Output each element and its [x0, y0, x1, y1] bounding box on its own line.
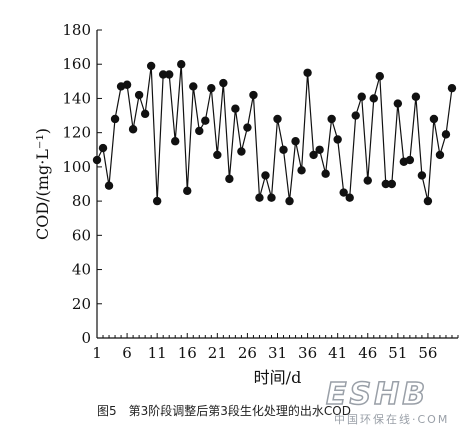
y-tick-label: 100 [62, 158, 91, 176]
data-point [309, 150, 318, 160]
data-point [285, 196, 294, 206]
data-point [267, 193, 276, 202]
data-point [417, 171, 427, 180]
y-ticks: 0 20 40 60 80 100 120 140 160 180 [62, 21, 102, 347]
cod-series-line [96, 64, 453, 202]
data-point [255, 193, 264, 202]
x-tick-label: 6 [122, 344, 132, 362]
data-point [134, 90, 144, 100]
data-point [171, 137, 180, 146]
data-point [387, 179, 397, 189]
data-point [315, 145, 324, 154]
figure-caption: 图5 第3阶段调整后第3段生化处理的出水COD [97, 402, 351, 419]
x-tick-label: 36 [298, 344, 317, 362]
data-point [225, 174, 234, 184]
x-tick-label: 46 [358, 344, 377, 362]
x-tick-label: 51 [388, 344, 407, 362]
data-point [165, 70, 174, 79]
data-point [128, 125, 138, 134]
x-tick-label: 16 [178, 344, 197, 362]
data-point [411, 92, 421, 101]
data-point [189, 82, 198, 91]
data-point [279, 145, 288, 154]
data-point [152, 196, 162, 206]
data-point [429, 114, 439, 124]
data-point [98, 143, 108, 153]
data-point [405, 155, 415, 165]
data-point [357, 92, 366, 101]
figure-caption-text: 第3阶段调整后第3段生化处理的出水COD [128, 404, 351, 418]
x-tick-label: 41 [328, 344, 347, 362]
data-point [381, 179, 390, 189]
data-point [201, 116, 210, 125]
data-point [297, 166, 306, 175]
data-point [321, 169, 330, 178]
y-tick-label: 160 [62, 55, 91, 73]
data-point [303, 68, 312, 77]
y-axis-title: COD/(mg·L⁻¹) [33, 128, 52, 240]
y-tick-label: 120 [62, 124, 91, 142]
y-tick-label: 40 [72, 261, 91, 279]
figure-number: 图5 [97, 404, 117, 418]
data-point [273, 114, 282, 124]
site-watermark: ESHB 中国环保在线·COM [306, 376, 468, 429]
data-point [158, 70, 168, 79]
data-point [140, 109, 150, 119]
data-point [92, 155, 102, 165]
watermark-subtitle: 中国环保在线·COM [334, 413, 450, 426]
data-point [327, 114, 336, 124]
data-point [104, 181, 114, 190]
x-tick-label: 31 [268, 344, 287, 362]
x-tick-label: 56 [418, 344, 437, 362]
data-point [447, 83, 457, 93]
data-point [195, 126, 204, 136]
data-point [207, 83, 216, 93]
y-tick-label: 60 [72, 226, 91, 244]
data-point [231, 104, 240, 113]
data-point [393, 99, 403, 108]
data-point [261, 171, 270, 180]
data-point [146, 61, 156, 71]
data-point [243, 123, 252, 132]
y-tick-label: 0 [81, 329, 91, 347]
data-point [369, 94, 378, 103]
data-point [441, 130, 451, 139]
data-point [351, 111, 360, 120]
data-point [339, 188, 348, 197]
x-tick-label: 1 [92, 344, 102, 362]
y-tick-label: 180 [62, 21, 91, 39]
x-axis-title: 时间/d [254, 368, 302, 387]
data-point [219, 78, 228, 88]
data-point [333, 135, 342, 144]
data-point [423, 196, 433, 206]
data-point [110, 114, 120, 124]
watermark-logo: ESHB [325, 376, 429, 413]
x-ticks: 1 6 11 16 21 26 31 36 41 46 51 56 [92, 333, 459, 362]
data-point [363, 176, 372, 185]
x-tick-label: 11 [148, 344, 167, 362]
data-point [237, 147, 246, 156]
data-point [213, 150, 222, 160]
x-tick-label: 26 [238, 344, 257, 362]
y-tick-label: 20 [72, 295, 91, 313]
x-tick-label: 21 [208, 344, 227, 362]
data-point [435, 150, 445, 160]
data-point [375, 72, 384, 81]
data-point [183, 186, 192, 196]
data-point [291, 137, 300, 146]
data-point [345, 193, 354, 202]
cod-data-points [92, 60, 457, 206]
y-tick-label: 80 [72, 192, 91, 210]
y-tick-label: 140 [62, 89, 91, 107]
data-point [249, 90, 258, 100]
data-point [177, 60, 186, 69]
data-point [122, 80, 132, 89]
